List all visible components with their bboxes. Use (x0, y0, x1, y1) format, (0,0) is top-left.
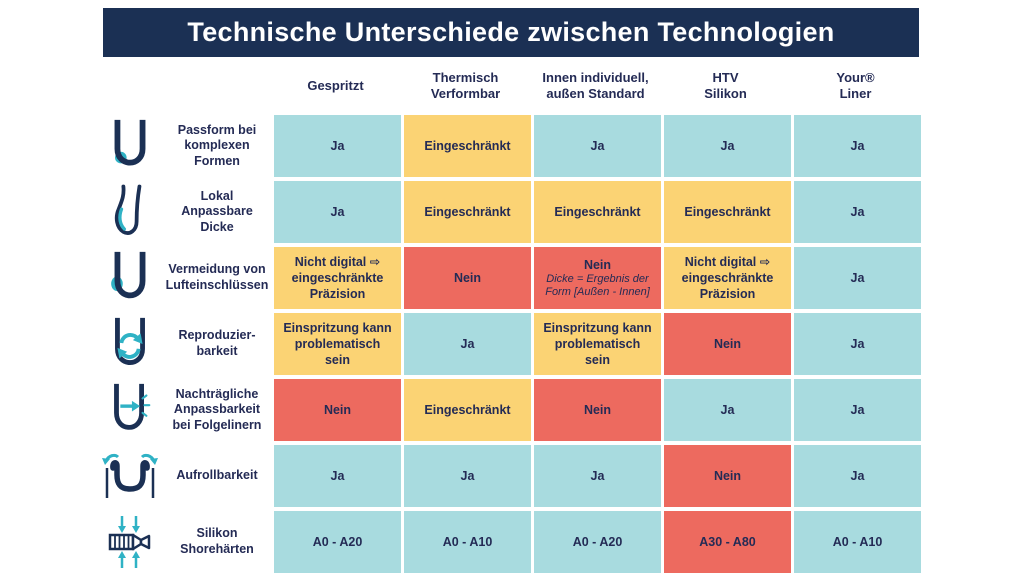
column-header-htv-silikon: HTV Silikon (704, 69, 747, 101)
table-cell: Eingeschränkt (404, 115, 531, 177)
table-cell: Ja (274, 445, 401, 507)
table-cell: A0 - A20 (274, 511, 401, 573)
table-cell: Ja (664, 379, 791, 441)
table-cell: Ja (794, 445, 921, 507)
row-label: Vermeidung von Lufteinschlüssen (165, 262, 269, 292)
table-cell: Einspritzung kann problematisch sein (534, 313, 661, 375)
table-cell: Nicht digital ⇨ eingeschränkte Präzision (274, 247, 401, 309)
liner-rollability-icon (98, 445, 162, 507)
table-row-shorehaerten: Silikon Shorehärten A0 - A20 A0 - A10 A0… (98, 511, 921, 573)
table-cell: Ja (794, 247, 921, 309)
table-row-lufteinschluesse: Vermeidung von Lufteinschlüssen Nicht di… (98, 247, 921, 309)
column-header-row: Gespritzt Thermisch Verformbar Innen ind… (272, 62, 921, 110)
table-row-reproduzierbarkeit: Reproduzier- barkeit Einspritzung kann p… (98, 313, 921, 375)
liner-reproducibility-icon (98, 313, 162, 375)
table-cell: A30 - A80 (664, 511, 791, 573)
row-label: Nachträgliche Anpassbarkeit bei Folgelin… (172, 386, 262, 432)
table-row-nachtraegliche-anpassbarkeit: Nachträgliche Anpassbarkeit bei Folgelin… (98, 379, 921, 441)
table-cell: Einspritzung kann problematisch sein (274, 313, 401, 375)
table-cell: Ja (274, 181, 401, 243)
table-cell: A0 - A20 (534, 511, 661, 573)
table-cell: Nicht digital ⇨ eingeschränkte Präzision (664, 247, 791, 309)
table-cell: Eingeschränkt (404, 379, 531, 441)
table-cell: Ja (794, 115, 921, 177)
table-cell: Ja (534, 115, 661, 177)
table-cell: Ja (794, 313, 921, 375)
silicone-shore-hardness-icon (98, 511, 162, 573)
table-row-passform: Passform bei komplexen Formen Ja Eingesc… (98, 115, 921, 177)
title-bar: Technische Unterschiede zwischen Technol… (103, 8, 919, 57)
table-cell: Ja (274, 115, 401, 177)
table-cell: Nein (274, 379, 401, 441)
table-cell: Nein (664, 445, 791, 507)
table-cell: Nein Dicke = Ergebnis der Form [Außen - I… (534, 247, 661, 309)
table-cell: A0 - A10 (404, 511, 531, 573)
row-label: Aufrollbarkeit (176, 468, 258, 483)
table-cell: Nein (404, 247, 531, 309)
row-label: Passform bei komplexen Formen (177, 122, 257, 168)
table-cell: Ja (664, 115, 791, 177)
column-header-innen-individuell: Innen individuell, außen Standard (542, 69, 649, 101)
row-label: Lokal Anpassbare Dicke (181, 188, 253, 234)
row-label: Silikon Shorehärten (180, 526, 254, 556)
page-title: Technische Unterschiede zwischen Technol… (187, 17, 835, 47)
row-label: Reproduzier- barkeit (178, 328, 256, 358)
table-cell: Ja (534, 445, 661, 507)
table-cell: Ja (794, 379, 921, 441)
table-cell: Eingeschränkt (404, 181, 531, 243)
column-header-your-liner: Your® Liner (836, 69, 875, 101)
table-cell: Eingeschränkt (534, 181, 661, 243)
comparison-table: Gespritzt Thermisch Verformbar Innen ind… (98, 62, 921, 576)
table-cell: Nein (534, 379, 661, 441)
table-cell: A0 - A10 (794, 511, 921, 573)
table-cell: Ja (404, 313, 531, 375)
column-header-thermisch-verformbar: Thermisch Verformbar (430, 69, 501, 101)
table-row-lokale-dicke: Lokal Anpassbare Dicke Ja Eingeschränkt … (98, 181, 921, 243)
liner-retrofit-adjustability-icon (98, 379, 162, 441)
table-cell: Nein (664, 313, 791, 375)
liner-complex-form-icon (98, 115, 162, 177)
table-cell: Eingeschränkt (664, 181, 791, 243)
cell-subtext: Dicke = Ergebnis der Form [Außen - Innen… (545, 272, 650, 299)
table-cell: Ja (404, 445, 531, 507)
table-row-aufrollbarkeit: Aufrollbarkeit Ja Ja Ja Nein Ja (98, 445, 921, 507)
liner-air-inclusion-icon (98, 247, 162, 309)
liner-local-thickness-icon (98, 181, 162, 243)
column-header-gespritzt: Gespritzt (307, 77, 364, 93)
table-cell: Ja (794, 181, 921, 243)
